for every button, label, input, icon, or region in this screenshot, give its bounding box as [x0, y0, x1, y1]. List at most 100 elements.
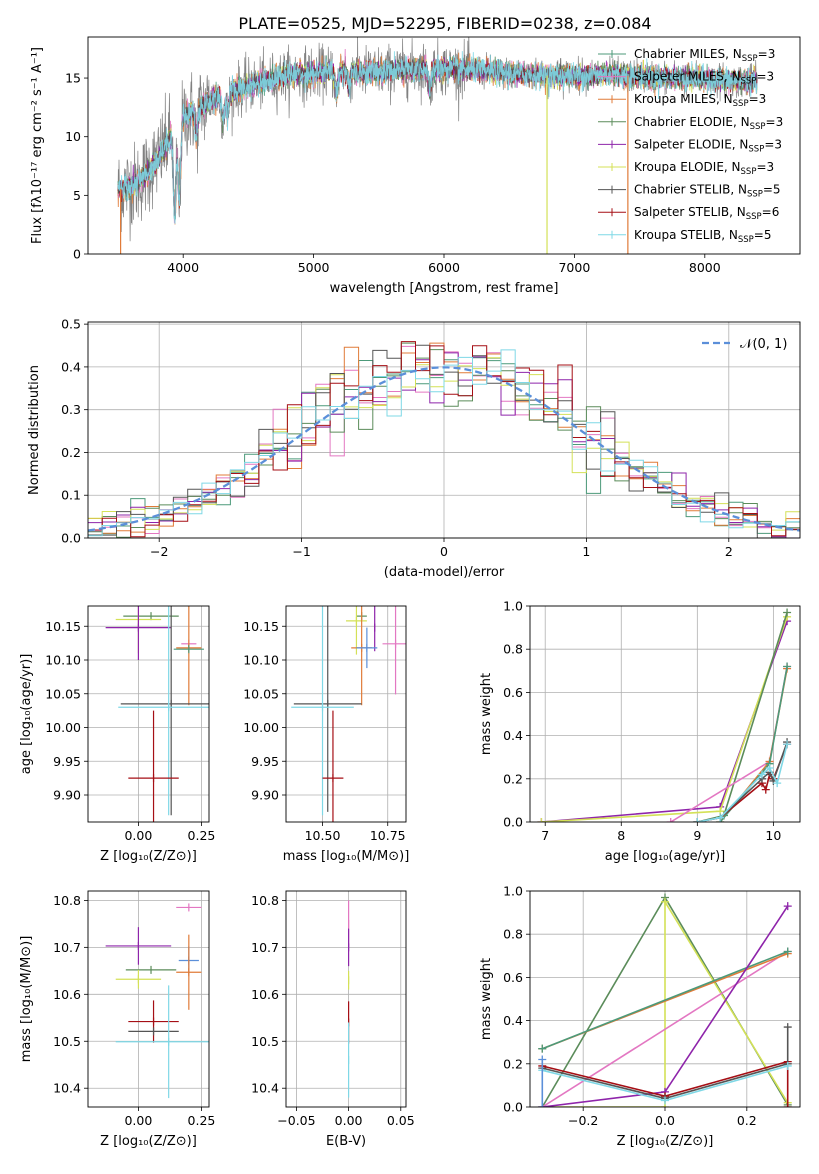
legend-label: Kroupa ELODIE, NSSP=3: [634, 160, 774, 177]
line-salpeter_stelib: [542, 1060, 789, 1107]
y-tick-label: 0.5: [61, 317, 81, 332]
y-tick-label: 10.8: [251, 893, 279, 908]
marker-chabrier_miles: [538, 1044, 547, 1053]
plot-area: [538, 893, 792, 1107]
x-tick-label: −2: [150, 544, 168, 559]
y-tick-label: 9.90: [251, 788, 279, 803]
y-axis-label: mass weight: [479, 673, 494, 755]
y-tick-label: 0.6: [503, 970, 523, 985]
marker-model_blue: [538, 1103, 547, 1107]
marker-kroupa_stelib: [773, 779, 782, 788]
marker-salpeter_miles: [666, 818, 675, 822]
plot-area: [291, 606, 406, 822]
y-axis-label: mass [log₁₀(M/M⊙)]: [19, 936, 34, 1063]
y-tick-label: 9.90: [53, 788, 81, 803]
panel-mass_vs_ebv: −0.05 0.00 0.05 10.4 10.5 10.6 10.7 10.8 E(B-V): [251, 890, 415, 1149]
marker-salpeter_stelib: [783, 1103, 792, 1107]
x-tick-label: 0.2: [737, 1113, 757, 1128]
axes-frame: [285, 890, 407, 1108]
y-tick-label: 10.15: [45, 619, 81, 634]
panel-mass_weight_vs_age: 7 8 9 10 0.0 0.2 0.4 0.6 0.8 1.0 age [log₁₀(age/yr…: [479, 599, 801, 864]
line-chabrier_miles: [719, 666, 788, 822]
y-tick-label: 0.0: [61, 531, 81, 546]
y-tick-label: 0.1: [61, 488, 81, 503]
y-tick-label: 0.8: [503, 642, 523, 657]
legend-label: Kroupa MILES, NSSP=3: [634, 92, 766, 109]
line-kroupa_elodie: [542, 898, 789, 1107]
x-axis-label: E(B-V): [326, 1134, 366, 1149]
x-axis-label: Z [log₁₀(Z/Z⊙)]: [617, 1134, 714, 1149]
y-tick-label: 1.0: [503, 884, 523, 899]
line-chabrier_stelib: [542, 1027, 789, 1100]
y-tick-label: 10.4: [251, 1081, 279, 1096]
y-tick-label: 5: [73, 188, 81, 203]
x-tick-label: 2: [725, 544, 733, 559]
marker-kroupa_stelib: [716, 813, 725, 822]
line-kroupa_elodie: [541, 616, 788, 822]
y-tick-label: 0.3: [61, 402, 81, 417]
y-axis-label: Flux [fλ10⁻¹⁷ erg cm⁻² s⁻¹ A⁻¹]: [30, 47, 45, 244]
y-axis-label: age [log₁₀(age/yr)]: [19, 654, 34, 775]
y-tick-label: 0.2: [61, 445, 81, 460]
y-tick-label: 10.7: [251, 940, 279, 955]
marker-kroupa_elodie: [661, 897, 669, 906]
normal-curve: [88, 366, 800, 532]
legend-normal-label: 𝒩(0, 1): [740, 337, 787, 352]
x-axis-label: (data-model)/error: [384, 565, 505, 580]
legend-label: Salpeter STELIB, NSSP=6: [634, 205, 779, 222]
x-tick-label: 7000: [558, 260, 590, 275]
x-tick-label: −1: [292, 544, 310, 559]
x-tick-label: 6000: [428, 260, 460, 275]
plot-area: [117, 37, 758, 254]
y-tick-label: 10.5: [53, 1034, 81, 1049]
legend-label: Salpeter ELODIE, NSSP=3: [634, 137, 782, 154]
y-tick-label: 10.5: [251, 1034, 279, 1049]
marker-kroupa_stelib: [783, 740, 792, 749]
y-tick-label: 0.4: [61, 359, 81, 374]
y-tick-label: 0.2: [503, 771, 523, 786]
legend-label: Salpeter MILES, NSSP=3: [634, 70, 774, 87]
y-tick-label: 10.6: [53, 987, 81, 1002]
y-tick-label: 0.4: [503, 1013, 523, 1028]
y-tick-label: 1.0: [503, 599, 523, 614]
x-tick-label: 0.00: [124, 828, 152, 843]
x-axis-label: mass [log₁₀(M/M⊙)]: [283, 849, 410, 864]
marker-kroupa_stelib: [693, 818, 702, 822]
y-tick-label: 0.4: [503, 728, 523, 743]
x-tick-label: 0: [440, 544, 448, 559]
y-tick-label: 0: [73, 247, 81, 262]
y-tick-label: 15: [65, 71, 81, 86]
axes-frame: [529, 890, 801, 1108]
y-tick-label: 9.95: [251, 754, 279, 769]
marker-kroupa_stelib: [783, 1061, 792, 1070]
marker-kroupa_stelib: [757, 770, 766, 779]
line-kroupa_miles: [719, 668, 788, 822]
y-tick-label: 10.7: [53, 940, 81, 955]
marker-salpeter_stelib: [761, 785, 770, 794]
y-tick-label: 10.4: [53, 1081, 81, 1096]
y-tick-label: 10: [65, 129, 81, 144]
x-axis-label: Z [log₁₀(Z/Z⊙)]: [100, 849, 197, 864]
x-axis-label: age [log₁₀(age/yr)]: [605, 849, 726, 864]
y-tick-label: 0.0: [503, 815, 523, 830]
x-tick-label: 0.05: [387, 1113, 415, 1128]
panel-mass_vs_Z: 0.00 0.25 10.4 10.5 10.6 10.7 10.8 Z [log₁₀(Z/Z…: [19, 890, 216, 1149]
panel-age_vs_mass: 10.50 10.75 9.90 9.95 10.00 10.05 10.10 10.15 ma…: [243, 605, 410, 864]
figure-title: PLATE=0525, MJD=52295, FIBERID=0238, z=0…: [238, 14, 651, 33]
axes-frame: [87, 890, 210, 1108]
marker-kroupa_stelib: [661, 1096, 669, 1105]
x-tick-label: 9: [693, 828, 701, 843]
plot-area: [105, 903, 209, 1099]
y-tick-label: 10.6: [251, 987, 279, 1002]
x-tick-label: 0.00: [335, 1113, 363, 1128]
x-tick-label: −0.2: [568, 1113, 598, 1128]
marker-kroupa_elodie: [537, 818, 546, 822]
legend-label: Chabrier STELIB, NSSP=5: [634, 183, 781, 200]
y-tick-label: 10.10: [243, 653, 279, 668]
x-axis-label: Z [log₁₀(Z/Z⊙)]: [100, 1134, 197, 1149]
plot-area: [537, 608, 792, 822]
x-tick-label: 10.50: [305, 828, 341, 843]
x-tick-label: 0.25: [188, 1113, 216, 1128]
legend-label: Chabrier MILES, NSSP=3: [634, 47, 775, 64]
